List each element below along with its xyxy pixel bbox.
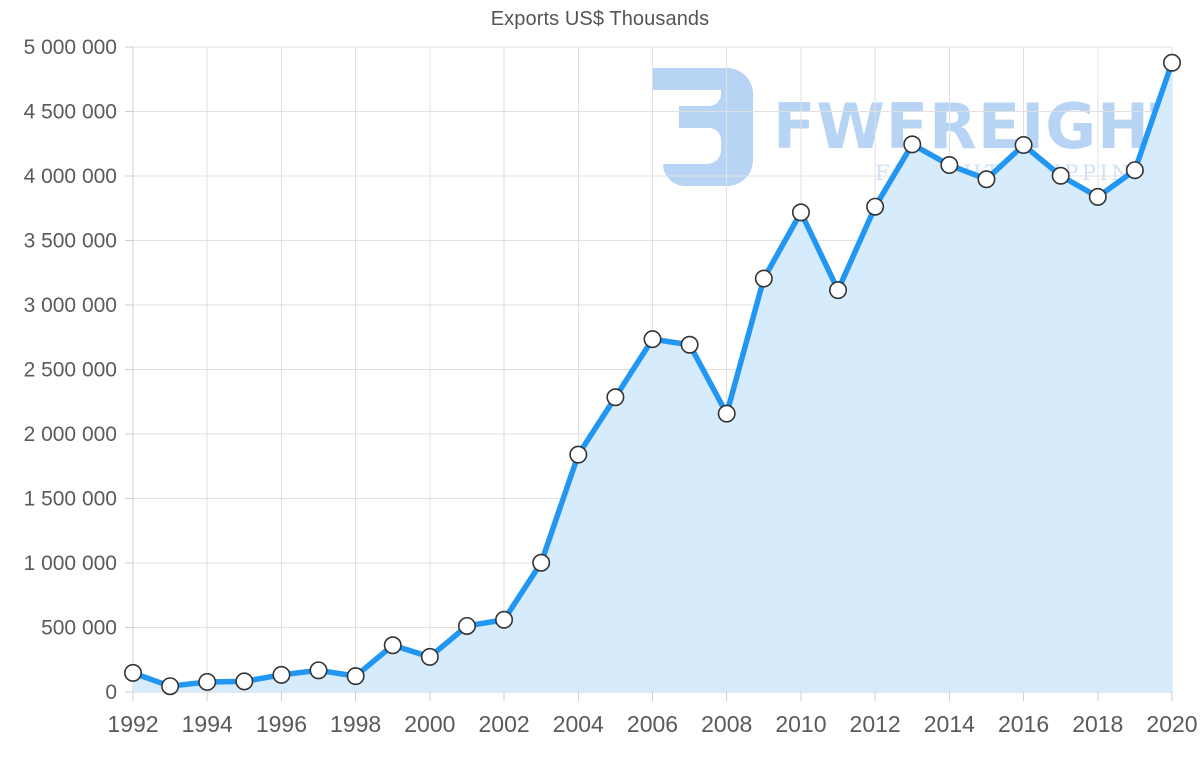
x-axis-tick-label: 1992 xyxy=(107,711,158,737)
x-axis-tick-label: 2018 xyxy=(1072,711,1123,737)
data-point-marker[interactable] xyxy=(124,663,143,682)
data-point-marker[interactable] xyxy=(309,661,328,680)
y-axis-tick-label: 1 000 000 xyxy=(24,552,117,575)
x-axis-tick-label: 2014 xyxy=(924,711,975,737)
x-axis-labels: 1992 1994 1996 1998 2000 2002 2004 2006 2008 2010… xyxy=(107,711,1197,737)
data-point-marker[interactable] xyxy=(272,665,291,684)
area-fill-layer xyxy=(133,62,1172,693)
data-point-marker[interactable] xyxy=(161,677,180,696)
x-axis-tick-label: 2012 xyxy=(850,711,901,737)
data-point-marker[interactable] xyxy=(791,203,810,222)
data-point-marker[interactable] xyxy=(903,135,922,154)
data-point-marker[interactable] xyxy=(457,616,476,635)
series-area-fill xyxy=(133,62,1172,693)
series-marker-layer xyxy=(124,53,1182,696)
y-axis-tick-label: 5 000 000 xyxy=(24,36,117,59)
x-axis-tick-label: 2020 xyxy=(1146,711,1197,737)
y-axis-tick-label: 3 500 000 xyxy=(24,230,117,253)
data-point-marker[interactable] xyxy=(1014,136,1033,155)
y-axis-tick-label: 2 500 000 xyxy=(24,359,117,382)
chart-title: Exports US$ Thousands xyxy=(490,8,710,30)
x-axis-tick-label: 2000 xyxy=(404,711,455,737)
data-point-marker[interactable] xyxy=(829,281,848,300)
data-point-marker[interactable] xyxy=(1125,161,1144,180)
y-axis-tick-label: 1 500 000 xyxy=(24,488,117,511)
data-point-marker[interactable] xyxy=(754,269,773,288)
data-point-marker[interactable] xyxy=(1088,187,1107,206)
x-axis-tick-label: 2008 xyxy=(701,711,752,737)
data-point-marker[interactable] xyxy=(383,636,402,655)
x-axis-tick-label: 1998 xyxy=(330,711,381,737)
y-axis-tick-label: 2 000 000 xyxy=(24,423,117,446)
data-point-marker[interactable] xyxy=(420,647,439,666)
data-point-marker[interactable] xyxy=(235,672,254,691)
x-axis-tick-label: 2002 xyxy=(478,711,529,737)
y-axis-tick-label: 500 000 xyxy=(41,617,117,640)
data-point-marker[interactable] xyxy=(495,610,514,629)
data-point-marker[interactable] xyxy=(532,553,551,572)
data-point-marker[interactable] xyxy=(346,667,365,686)
data-point-marker[interactable] xyxy=(866,197,885,216)
data-point-marker[interactable] xyxy=(1051,166,1070,185)
data-point-marker[interactable] xyxy=(977,170,996,189)
data-point-marker[interactable] xyxy=(1163,53,1182,72)
data-point-marker[interactable] xyxy=(643,330,662,349)
data-point-marker[interactable] xyxy=(940,156,959,175)
data-point-marker[interactable] xyxy=(680,335,699,354)
y-axis-tick-label: 3 000 000 xyxy=(24,294,117,317)
y-axis-labels: 5 000 000 4 500 000 4 000 000 3 500 000 3 00… xyxy=(24,36,117,704)
x-axis-tick-label: 2010 xyxy=(775,711,826,737)
x-axis-tick-label: 2016 xyxy=(998,711,1049,737)
data-point-marker[interactable] xyxy=(606,388,625,407)
y-axis-tick-label: 4 500 000 xyxy=(24,101,117,124)
x-axis-tick-label: 2006 xyxy=(627,711,678,737)
data-point-marker[interactable] xyxy=(717,404,736,423)
x-axis-tick-label: 2004 xyxy=(553,711,604,737)
y-axis-tick-label: 4 000 000 xyxy=(24,165,117,188)
data-point-marker[interactable] xyxy=(198,672,217,691)
data-point-marker[interactable] xyxy=(569,445,588,464)
x-axis-tick-label: 1996 xyxy=(256,711,307,737)
y-axis-tick-label: 0 xyxy=(105,681,117,704)
x-axis-tick-label: 1994 xyxy=(182,711,233,737)
